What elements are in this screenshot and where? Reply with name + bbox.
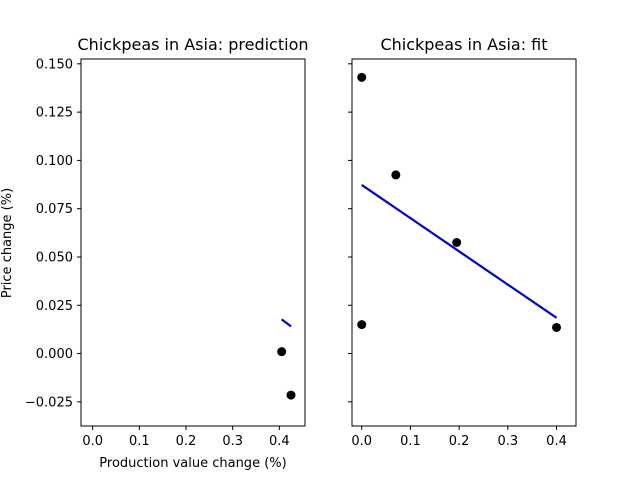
panel-1-x-tick-label: 0.4	[546, 434, 567, 449]
panel-1-data-point	[357, 72, 367, 82]
panel-0-x-tick-label: 0.1	[129, 434, 150, 449]
panel-0-frame	[80, 58, 306, 427]
panel-1-x-tick-label: 0.2	[449, 434, 470, 449]
panel-1-x-tick-label: 0.0	[351, 434, 372, 449]
panel-0-title: Chickpeas in Asia: prediction	[78, 35, 309, 54]
panel-0-x-tick-label: 0.4	[269, 434, 290, 449]
panel-0-data-point	[277, 347, 287, 357]
panel-1-fit-line	[361, 184, 558, 319]
panel-1-data-point	[391, 170, 401, 180]
panel-0-x-tick-label: 0.2	[176, 434, 197, 449]
panel-1-data-point	[452, 238, 462, 247]
panel-0-data-point	[286, 390, 296, 400]
panel-1-data-point	[357, 320, 367, 330]
panel-1-title: Chickpeas in Asia: fit	[380, 35, 547, 54]
panel-0-y-tick-label: 0.125	[36, 106, 73, 121]
panel-0-fit-line	[281, 318, 292, 328]
panel-1-frame	[351, 58, 577, 427]
panel-0-y-tick-label: 0.100	[36, 154, 73, 169]
panel-0-y-tick-label: 0.050	[36, 250, 73, 265]
panel-1-data-point	[552, 322, 562, 332]
panel-0-y-tick-label: −0.025	[25, 395, 73, 410]
panel-0-x-tick-label: 0.3	[222, 434, 243, 449]
panel-0-y-tick-label: 0.150	[36, 57, 73, 72]
panel-0-x-axis-label: Production value change (%)	[99, 456, 286, 471]
panel-1-x-tick-label: 0.1	[400, 434, 421, 449]
panel-0-x-tick-label: 0.0	[82, 434, 103, 449]
panel-0-y-tick-label: 0.025	[36, 299, 73, 314]
panel-0-y-tick-label: 0.075	[36, 202, 73, 217]
panel-1-x-tick-label: 0.3	[497, 434, 518, 449]
y-axis-label: Price change (%)	[0, 188, 15, 298]
panel-0-y-tick-label: 0.000	[36, 347, 73, 362]
